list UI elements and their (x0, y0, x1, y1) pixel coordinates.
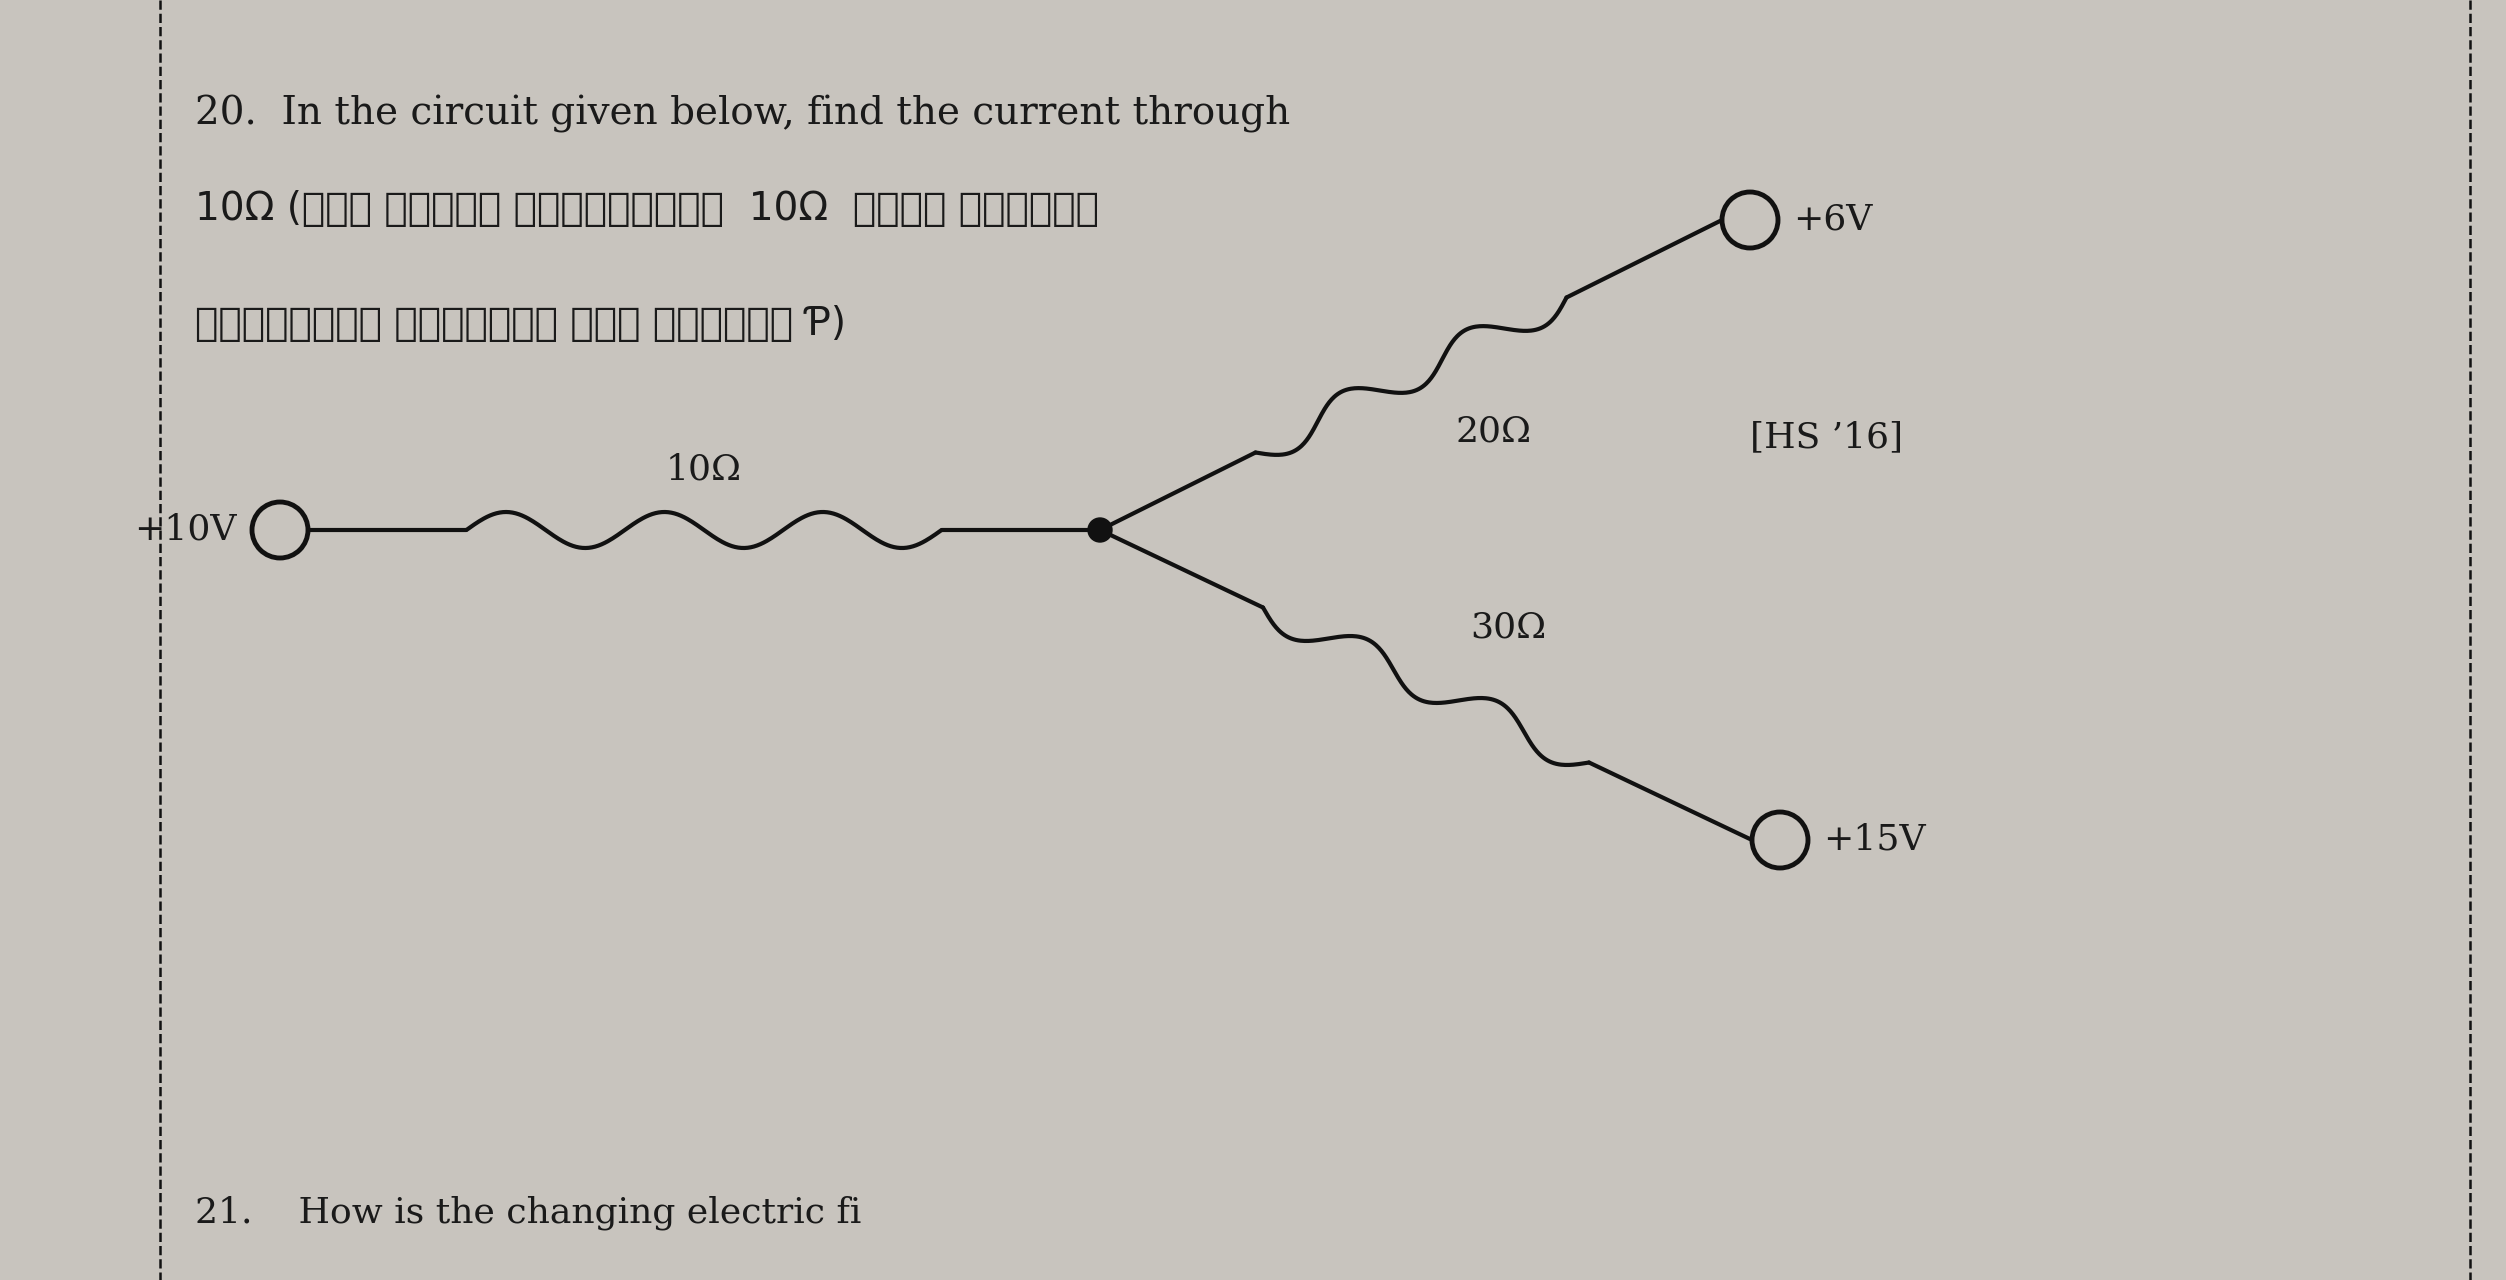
Text: [HS ’16]: [HS ’16] (1749, 420, 1902, 454)
Text: +15V: +15V (1822, 823, 1925, 858)
Text: +10V: +10V (135, 513, 238, 547)
Circle shape (1088, 518, 1113, 541)
Text: 20Ω: 20Ω (1456, 415, 1531, 449)
Text: প্রবাহিত প্রবাহর মান তলিওৰা Ƥ): প্রবাহিত প্রবাহর মান তলিওৰা Ƥ) (195, 305, 847, 343)
Text: 21.    How is the changing electric fi: 21. How is the changing electric fi (195, 1196, 862, 1230)
Text: +6V: +6V (1792, 204, 1872, 237)
Text: 30Ω: 30Ω (1471, 611, 1546, 645)
Text: 10Ω (তলত দিয়া বৰ্তনীটোত  10Ω  বোধর মাজেরে: 10Ω (তলত দিয়া বৰ্তনীটোত 10Ω বোধর মাজেরে (195, 189, 1100, 228)
Text: 10Ω: 10Ω (667, 453, 742, 486)
Text: 20.  In the circuit given below, find the current through: 20. In the circuit given below, find the… (195, 95, 1291, 133)
